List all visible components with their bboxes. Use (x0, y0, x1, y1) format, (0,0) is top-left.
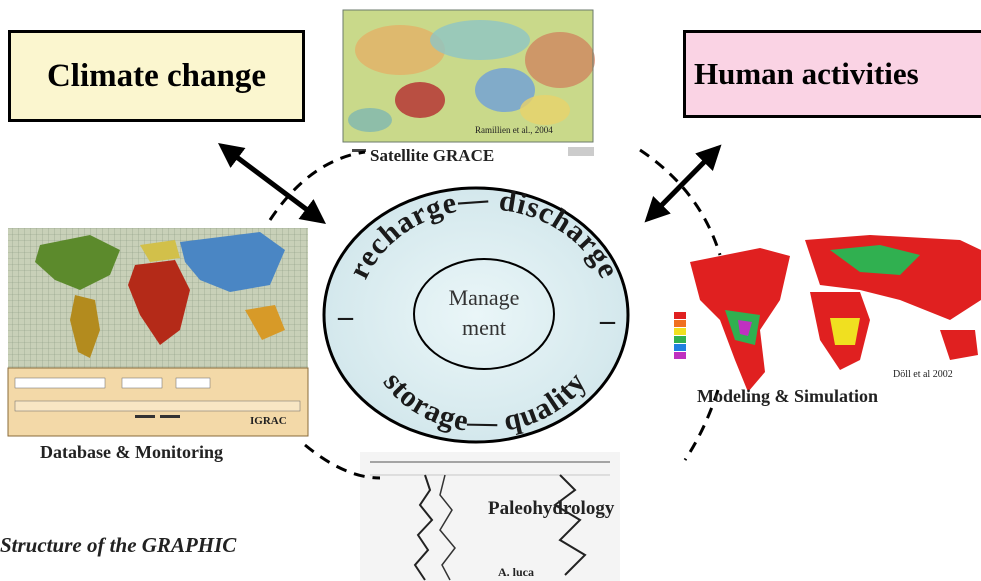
database-map-image: IGRAC (7, 228, 309, 437)
modeling-credit: Döll et al 2002 (893, 369, 953, 380)
paleo-core-image: A. luca (360, 452, 620, 581)
modeling-map-image: Döll et al 2002 (674, 235, 981, 392)
climate-change-box: Climate change (8, 30, 305, 122)
outer-ellipse (322, 186, 630, 444)
structure-caption: Structure of the GRAPHIC (0, 533, 237, 557)
management-line1: Manage (449, 285, 520, 310)
modeling-legend (674, 312, 686, 359)
management-line2: ment (462, 315, 506, 340)
inner-ellipse (413, 258, 555, 370)
grace-credit: Ramillien et al., 2004 (475, 125, 553, 135)
arc-right-dash: – (599, 304, 616, 337)
modeling-caption: Modeling & Simulation (697, 386, 879, 406)
database-caption: Database & Monitoring (40, 442, 223, 462)
arc-left-dash: – (337, 300, 354, 333)
central-cycle: recharge— discharge storage— quality – –… (322, 182, 630, 444)
database-credit: IGRAC (250, 415, 287, 427)
human-activities-box: Human activities (683, 30, 981, 118)
paleo-caption: Paleohydrology (488, 498, 615, 519)
climate-double-arrow (218, 143, 326, 224)
grace-caption: Satellite GRACE (370, 146, 495, 165)
human-double-arrow (644, 144, 722, 223)
grace-map-image: Ramillien et al., 2004 (342, 9, 595, 156)
paleo-core-label: A. luca (498, 565, 534, 579)
